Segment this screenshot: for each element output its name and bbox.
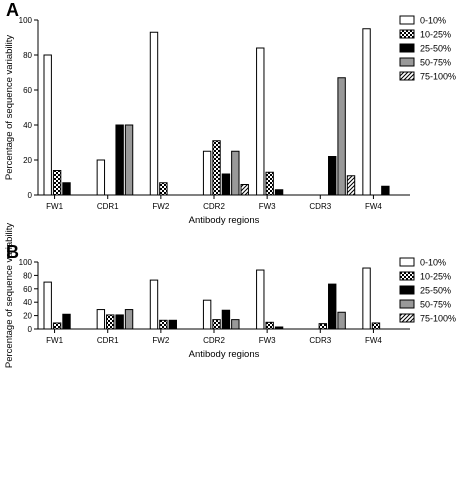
legend-swatch (399, 271, 415, 281)
bar (168, 319, 177, 330)
x-tick-label: CDR3 (309, 202, 331, 211)
x-axis-label: Antibody regions (189, 215, 260, 226)
x-tick-label: FW4 (365, 202, 382, 211)
legend-label: 10-25% (420, 272, 451, 282)
bar (96, 309, 106, 330)
chart-panel-a: A 0 20 40 60 80 100 Percentage of sequence vari… (4, 0, 456, 226)
bar (256, 47, 265, 196)
x-tick-label: CDR2 (203, 336, 225, 345)
bar (212, 319, 221, 330)
legend-swatch (399, 299, 415, 309)
legend-label: 0-10% (420, 258, 446, 268)
legend-swatch (399, 29, 415, 39)
y-tick-label: 0 (28, 191, 33, 200)
legend-swatch (399, 57, 415, 67)
y-axis-label: Percentage of sequence variability (4, 223, 15, 368)
x-tick-label: FW3 (259, 336, 276, 345)
y-axis-label: Percentage of sequence variability (4, 35, 15, 180)
bar (43, 54, 52, 196)
bar (62, 313, 71, 330)
bar (265, 171, 274, 196)
legend-swatch (399, 257, 415, 267)
bar (265, 321, 274, 330)
bar (318, 323, 328, 330)
legend-label: 50-75% (420, 300, 451, 310)
bar (337, 77, 346, 196)
bar (221, 173, 231, 196)
x-tick-label: FW1 (46, 336, 63, 345)
bar (221, 309, 231, 330)
bar (328, 283, 337, 330)
bar (149, 31, 159, 196)
y-tick-label: 20 (23, 156, 32, 165)
bar (256, 269, 265, 330)
bar (159, 319, 168, 330)
bar (159, 182, 168, 196)
x-tick-label: CDR1 (97, 336, 119, 345)
panel-label: A (6, 0, 19, 20)
bar (371, 322, 381, 330)
legend-label: 50-75% (420, 58, 451, 68)
bar (231, 150, 240, 196)
bar (52, 170, 62, 196)
legend-swatch (399, 285, 415, 295)
y-tick-label: 100 (19, 16, 33, 25)
bar (202, 299, 212, 330)
y-tick-label: 60 (23, 285, 32, 294)
x-tick-label: CDR3 (309, 336, 331, 345)
y-tick-label: 80 (23, 51, 32, 60)
x-tick-label: CDR2 (203, 202, 225, 211)
y-tick-label: 100 (19, 258, 33, 267)
bar (381, 185, 390, 196)
bar (52, 322, 62, 330)
bar (231, 319, 240, 330)
y-tick-label: 40 (23, 121, 32, 130)
x-axis-label: Antibody regions (189, 349, 260, 360)
bar (346, 175, 356, 196)
y-tick-label: 40 (23, 298, 32, 307)
bar (202, 150, 212, 196)
bar (362, 28, 371, 196)
legend-swatch (399, 43, 415, 53)
bar (274, 326, 284, 330)
bar (43, 281, 52, 330)
x-tick-label: CDR1 (97, 202, 119, 211)
legend-label: 0-10% (420, 16, 446, 26)
legend-label: 25-50% (420, 286, 451, 296)
bar (274, 189, 284, 196)
x-tick-label: FW4 (365, 336, 382, 345)
y-tick-label: 80 (23, 271, 32, 280)
bar (337, 311, 346, 330)
bar (115, 124, 124, 196)
bar (149, 279, 159, 330)
legend-label: 75-100% (420, 72, 456, 82)
x-tick-label: FW3 (259, 202, 276, 211)
bar (106, 314, 115, 330)
bar (212, 140, 221, 196)
y-tick-label: 0 (28, 325, 33, 334)
legend-swatch (399, 313, 415, 323)
legend-label: 75-100% (420, 314, 456, 324)
panel-label: B (6, 242, 19, 262)
bar (362, 267, 371, 330)
x-tick-label: FW1 (46, 202, 63, 211)
bar (328, 156, 337, 196)
bar (124, 124, 134, 196)
bar (96, 159, 106, 196)
legend-swatch (399, 15, 415, 25)
x-tick-label: FW2 (152, 202, 169, 211)
legend-swatch (399, 71, 415, 81)
y-tick-label: 60 (23, 86, 32, 95)
chart-panel-b: B 0 20 40 60 80 100 Percentage of sequence vari… (4, 223, 456, 368)
bar (62, 182, 71, 196)
legend-label: 10-25% (420, 30, 451, 40)
bar (115, 314, 124, 330)
y-tick-label: 20 (23, 312, 32, 321)
bar (124, 309, 134, 330)
x-tick-label: FW2 (152, 336, 169, 345)
legend-label: 25-50% (420, 44, 451, 54)
bar (240, 184, 249, 196)
